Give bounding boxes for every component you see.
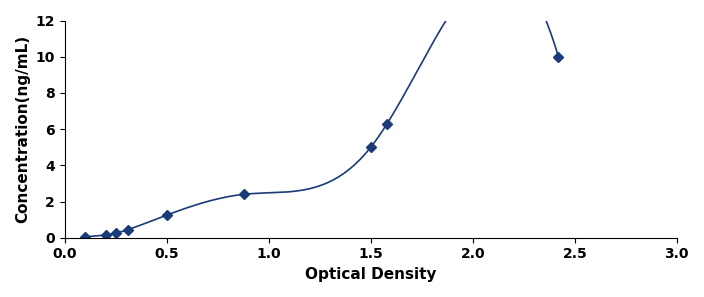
Y-axis label: Concentration(ng/mL): Concentration(ng/mL) — [15, 35, 30, 223]
X-axis label: Optical Density: Optical Density — [305, 267, 436, 282]
